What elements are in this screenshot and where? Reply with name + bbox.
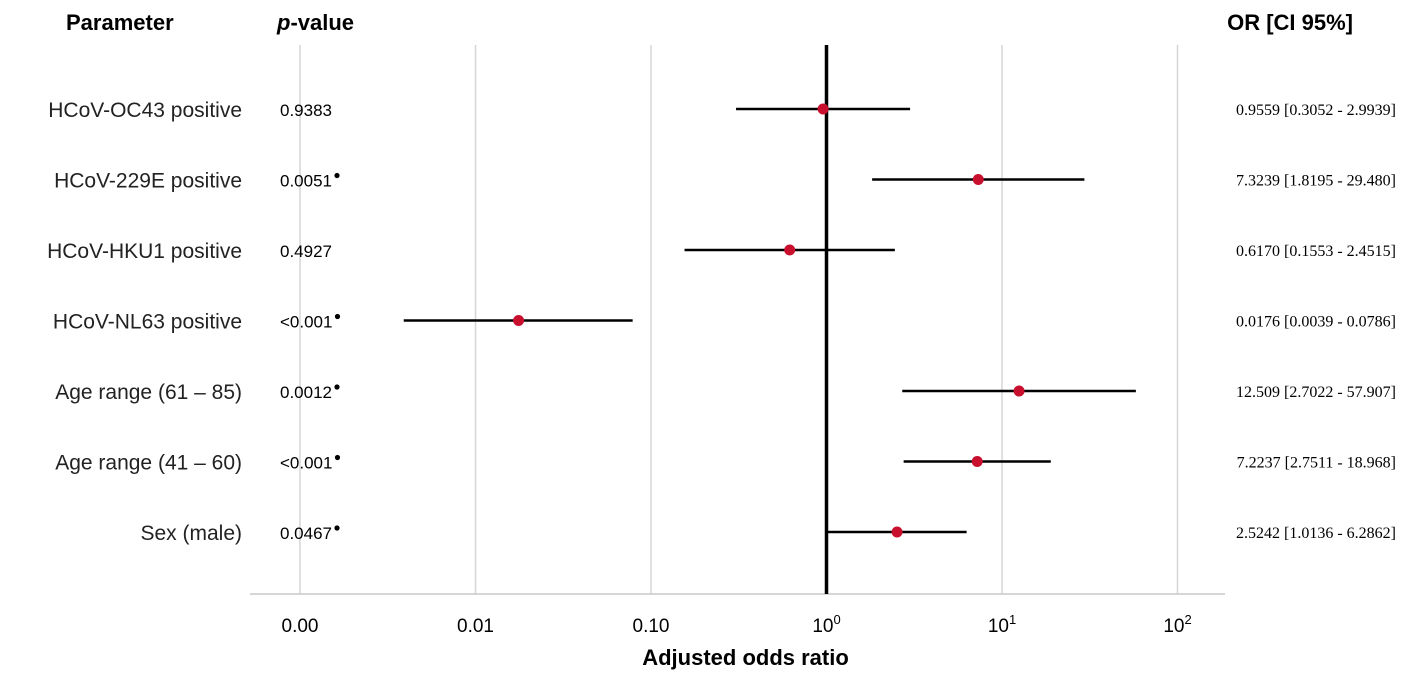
pvalue-header: p-value [277, 10, 354, 36]
parameter-label: HCoV-229E positive [54, 170, 242, 193]
or-ci-text: 7.2237 [2.7511 - 18.968] [1237, 455, 1396, 472]
p-value: 0.0467 [280, 524, 332, 543]
parameter-label: Age range (41 – 60) [55, 452, 242, 475]
significance-marker [334, 313, 341, 320]
x-tick-label: 0.00 [282, 616, 319, 637]
p-value: <0.001 [280, 313, 332, 332]
parameter-label: HCoV-OC43 positive [48, 99, 242, 122]
or-ci-text: 0.6170 [0.1553 - 2.4515] [1236, 243, 1396, 260]
parameter-label: Sex (male) [140, 522, 242, 545]
or-point [971, 456, 983, 467]
p-value: 0.4927 [280, 242, 332, 261]
x-tick-label: 100 [812, 612, 840, 637]
x-tick-label: 102 [1163, 612, 1191, 637]
or-ci-header: OR [CI 95%] [1227, 10, 1353, 35]
or-point [891, 526, 903, 538]
significance-marker [334, 454, 341, 461]
or-point [513, 315, 525, 326]
pvalue-header-italic: p [277, 10, 291, 35]
x-axis-label: Adjusted odds ratio [642, 645, 849, 670]
pvalue-header-rest: -value [290, 10, 355, 35]
x-tick-label: 0.01 [457, 616, 494, 637]
p-value: <0.001 [280, 454, 332, 473]
p-value: 0.0012 [280, 383, 332, 402]
or-point [972, 174, 984, 185]
p-value: 0.9383 [280, 101, 332, 120]
x-tick-label: 101 [988, 612, 1016, 637]
significance-marker [334, 525, 340, 531]
x-tick-label: 0.10 [633, 616, 670, 637]
p-value: 0.0051 [280, 172, 332, 191]
or-ci-text: 7.3239 [1.8195 - 29.480] [1236, 173, 1396, 190]
parameter-label: HCoV-HKU1 positive [47, 240, 242, 263]
parameter-label: Age range (61 – 85) [55, 381, 242, 404]
or-ci-text: 0.0176 [0.0039 - 0.0786] [1236, 314, 1396, 331]
parameter-header: Parameter [66, 10, 174, 35]
or-ci-text: 12.509 [2.7022 - 57.907] [1236, 384, 1396, 401]
or-point [784, 244, 796, 256]
parameter-label: HCoV-NL63 positive [53, 311, 242, 334]
or-ci-text: 2.5242 [1.0136 - 6.2862] [1236, 525, 1396, 542]
or-ci-text: 0.9559 [0.3052 - 2.9939] [1236, 102, 1396, 119]
or-point [817, 103, 829, 115]
significance-marker [334, 384, 340, 390]
significance-marker [334, 172, 340, 179]
or-point [1013, 385, 1025, 397]
